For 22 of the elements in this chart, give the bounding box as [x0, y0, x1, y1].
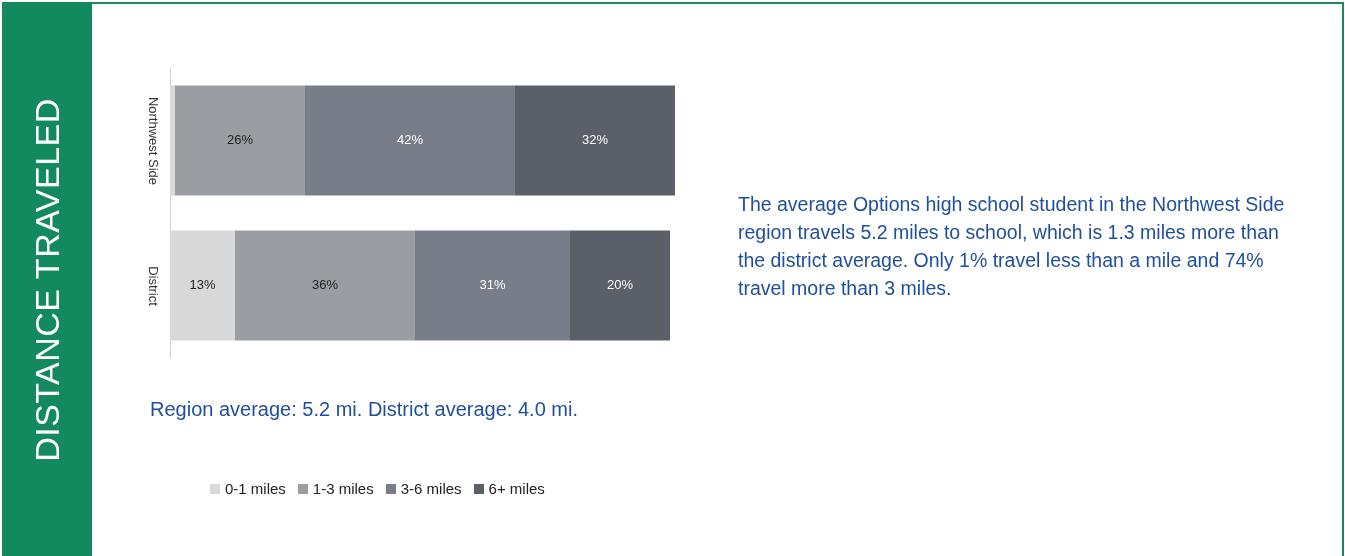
- data-label: 32%: [581, 132, 609, 148]
- legend-label: 6+ miles: [488, 480, 545, 497]
- data-label: 42%: [396, 132, 424, 148]
- legend-label: 0-1 miles: [225, 480, 286, 497]
- text: DISTANCE TRAVELED: [27, 98, 67, 462]
- bar: [175, 85, 305, 196]
- legend-label: 1-3 miles: [312, 480, 374, 497]
- y-tick-label: District: [146, 265, 161, 306]
- bar: [305, 85, 515, 196]
- bar: [415, 230, 570, 341]
- bar: [235, 230, 415, 341]
- data-label: 36%: [311, 277, 339, 293]
- data-label: 13%: [189, 277, 216, 293]
- text: The average Options high school student in the Northwest Side region travels 5.2 miles to school, which is 1.3 miles more than the district average. Only 1% travel less than a mile and 74% travel more than 3 miles.: [738, 192, 1286, 301]
- text: Region average: 5.2 mi. District average: 4.0 mi.: [150, 398, 578, 421]
- data-label: 26%: [226, 132, 254, 148]
- bar: [570, 230, 670, 341]
- y-tick-label: Northwest Side: [146, 96, 161, 185]
- data-label: 31%: [479, 277, 506, 293]
- bar: [515, 85, 675, 196]
- data-label: 20%: [606, 277, 634, 293]
- legend-label: 3-6 miles: [400, 480, 462, 497]
